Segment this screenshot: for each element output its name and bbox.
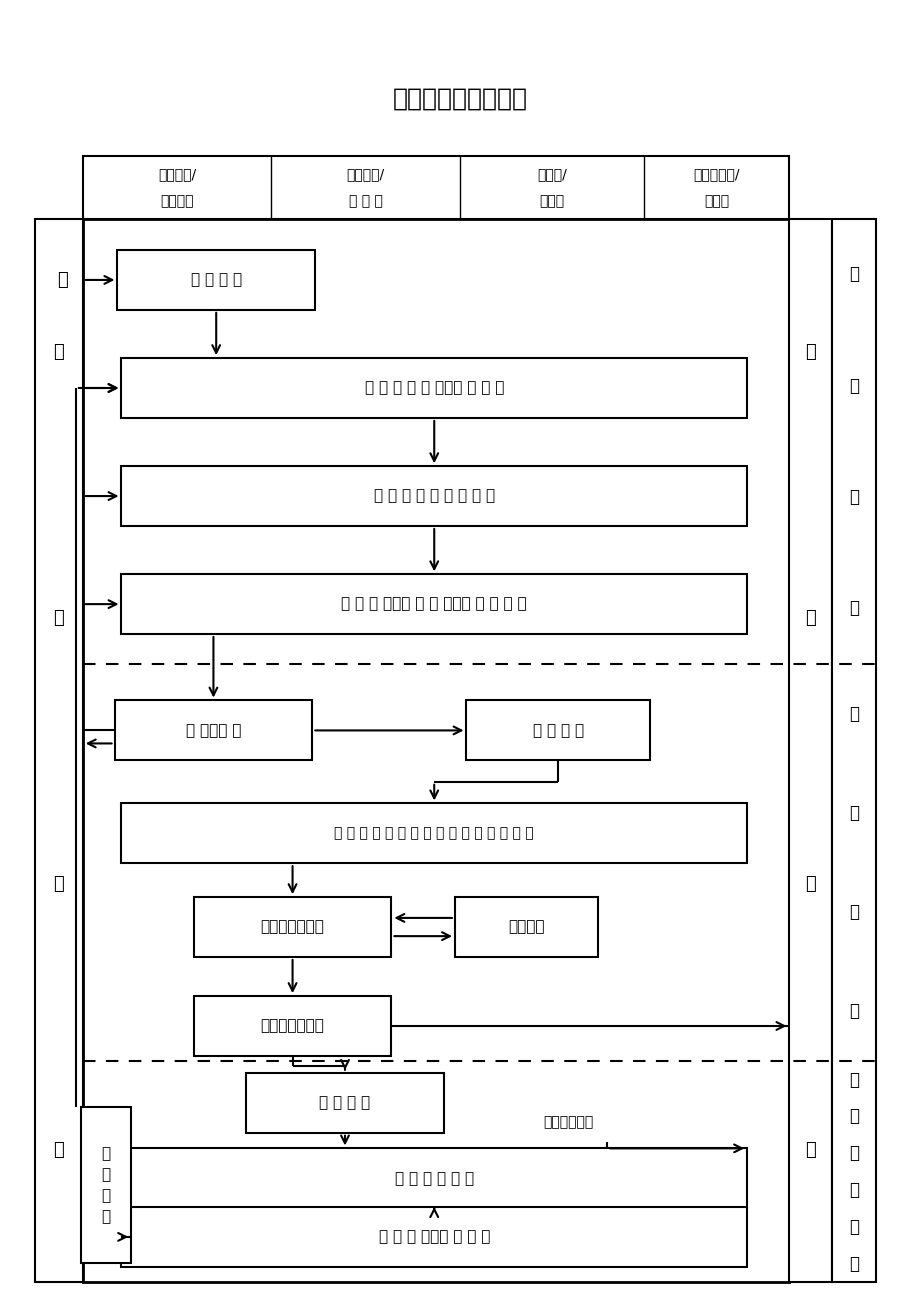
Text: 過 程 資 源 及 質 量 策 划: 過 程 資 源 及 質 量 策 划 [373,488,494,504]
Bar [121,1207,746,1267]
Text: 客: 客 [57,271,68,289]
Bar [121,803,746,863]
Bar [83,219,789,1282]
Text: 滿: 滿 [804,875,815,893]
Text: 意: 意 [804,1141,815,1159]
Text: 生 産 部: 生 産 部 [348,194,382,208]
Text: 管
理
評
審: 管 理 評 審 [101,1146,110,1224]
Text: 生産制造、檢驗: 生産制造、檢驗 [260,919,324,935]
Text: 行政部: 行政部 [703,194,729,208]
Bar [831,219,875,1282]
Text: 執 行 記 錄: 執 行 記 錄 [319,1095,370,1111]
Bar [466,700,650,760]
Text: 根 据 預 計 生 産 及 安 全 存 量 采 生 産 物 料: 根 据 預 計 生 産 及 安 全 存 量 采 生 産 物 料 [335,827,533,840]
Bar [454,897,597,957]
Bar [83,156,789,219]
Text: 人 力 資 源、設 備 設 施、体 系 文 件 准: 人 力 資 源、設 備 設 施、体 系 文 件 准 [341,596,527,612]
Text: 進: 進 [848,1255,857,1273]
Text: 求: 求 [53,1141,64,1159]
Text: 品管部/: 品管部/ [537,167,566,181]
Text: 分: 分 [848,1070,857,1088]
Bar [121,1148,746,1208]
Text: 品: 品 [848,803,857,822]
Text: 市 場 調 研: 市 場 調 研 [190,272,242,288]
Text: 建 立 質 量 方 針，質 量 目 標: 建 立 質 量 方 針，質 量 目 標 [364,380,504,396]
Text: 厂務經理/: 厂務經理/ [158,167,196,181]
Text: 現: 現 [848,1003,857,1021]
Text: 策: 策 [848,488,857,506]
Text: 營: 營 [848,266,857,284]
Text: 反: 反 [848,1144,857,1163]
Bar [115,700,312,760]
Text: 要: 要 [53,875,64,893]
Text: 接 單、評 審: 接 單、評 審 [186,723,241,738]
Text: 運: 運 [848,376,857,395]
Text: 析: 析 [848,1108,857,1125]
Text: 外發加工: 外發加工 [507,919,544,935]
Text: 進 行 數 据 分 析: 進 行 數 据 分 析 [394,1170,473,1186]
Text: 戶: 戶 [53,608,64,626]
Text: 維修部: 維修部 [539,194,564,208]
Text: 生 産 計 划: 生 産 計 划 [532,723,584,738]
Text: 改: 改 [848,1219,857,1236]
Text: 客: 客 [804,342,815,361]
Text: 戶: 戶 [804,608,815,626]
Bar [121,574,746,634]
Text: 管理代表: 管理代表 [160,194,194,208]
Bar [246,1073,444,1133]
Bar [118,250,314,310]
Text: 客戶服務部/: 客戶服務部/ [693,167,739,181]
Bar [789,219,831,1282]
Text: 糾 正 預 防、持 續 改 進: 糾 正 預 防、持 續 改 進 [378,1229,490,1245]
Bar [81,1107,131,1263]
Text: 客: 客 [53,342,64,361]
Bar [194,897,391,957]
Text: 劃: 劃 [848,599,857,617]
Bar [121,466,746,526]
Text: 實: 實 [848,904,857,922]
Bar [121,358,746,418]
Bar [35,219,83,1282]
Text: 饋: 饋 [848,1181,857,1199]
Text: 客戶反饋信息: 客戶反饋信息 [543,1116,593,1129]
Text: 生産計划/: 生産計划/ [346,167,384,181]
Text: 産: 産 [848,704,857,723]
Text: 産品包裝、交付: 産品包裝、交付 [260,1018,324,1034]
Text: 质量体系策划流程图: 质量体系策划流程图 [392,87,527,111]
Bar [194,996,391,1056]
